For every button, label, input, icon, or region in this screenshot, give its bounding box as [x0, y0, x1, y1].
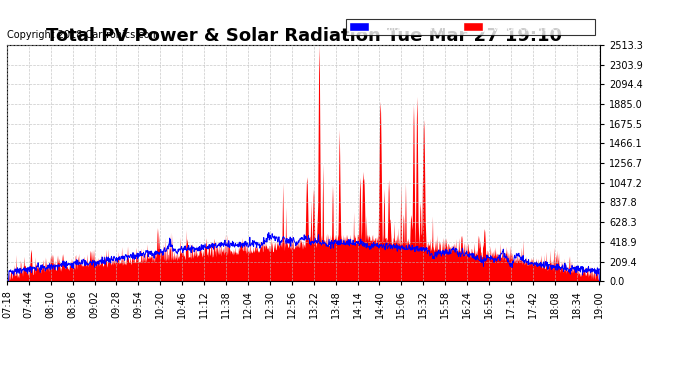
Text: Copyright 2018 Cartronics.com: Copyright 2018 Cartronics.com: [7, 30, 159, 40]
Legend: Radiation  (W/m2), PV Panels  (DC Watts): Radiation (W/m2), PV Panels (DC Watts): [346, 19, 595, 35]
Title: Total PV Power & Solar Radiation Tue Mar 27 19:10: Total PV Power & Solar Radiation Tue Mar…: [46, 27, 562, 45]
